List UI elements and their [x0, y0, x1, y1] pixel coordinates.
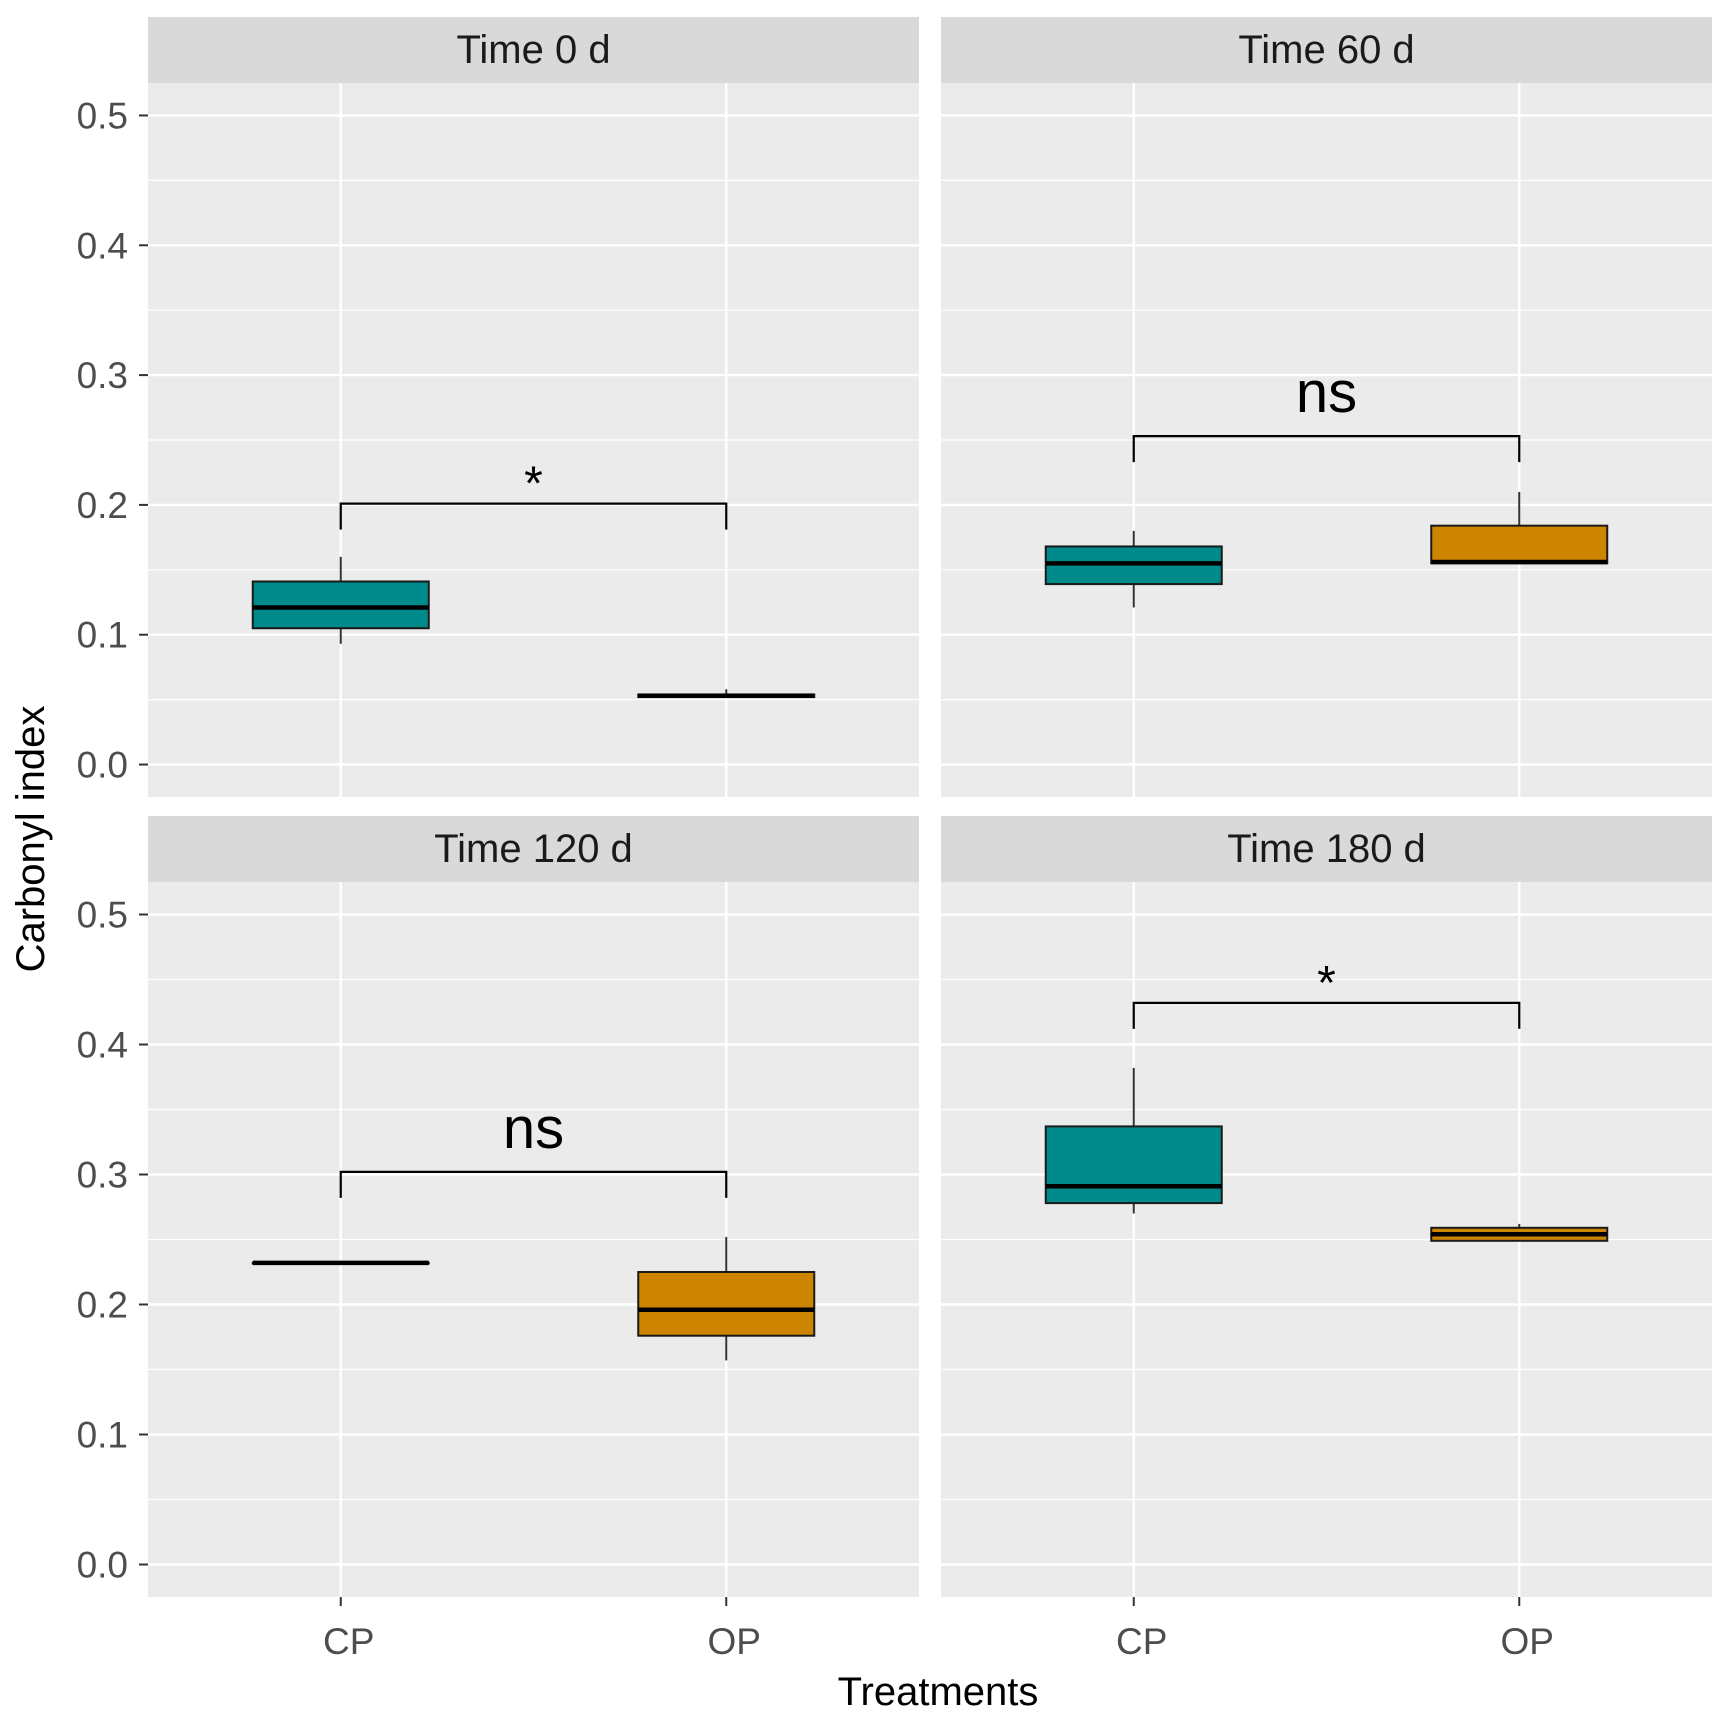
panel-strip	[148, 17, 919, 83]
y-tick-label: 0.0	[77, 1545, 128, 1586]
significance-label: *	[524, 458, 543, 511]
box-body	[1044, 1125, 1223, 1205]
box-op	[637, 1236, 816, 1361]
panel-3: Time 120 d 0.0 0.1 0.2 0.3 0.4 0.5 CP OP ns	[77, 816, 919, 1662]
significance-label: ns	[503, 1096, 564, 1161]
panel-strip	[941, 17, 1712, 83]
x-tick-label: CP	[323, 1621, 374, 1662]
x-tick-label: OP	[1501, 1621, 1554, 1662]
box-cp	[1044, 530, 1223, 608]
y-tick-label: 0.0	[77, 745, 128, 786]
panels: Time 0 d0.00.10.20.30.40.5*Time 60 dnsTi…	[77, 17, 1712, 1662]
box-cp	[251, 556, 430, 644]
y-tick-label: 0.2	[77, 485, 128, 526]
y-tick-label: 0.3	[77, 355, 128, 396]
box-body	[1430, 524, 1609, 565]
panel-strip	[148, 816, 919, 882]
y-tick-label: 0.4	[77, 225, 128, 266]
panel-1: Time 0 d 0.0 0.1 0.2 0.3 0.4 0.5 *	[77, 17, 919, 797]
box-op	[637, 689, 816, 699]
significance-bracket	[1132, 435, 1521, 463]
y-tick-label: 0.1	[77, 615, 128, 656]
x-tick-label: OP	[708, 1621, 761, 1662]
panel-title: Time 180 d	[1227, 827, 1426, 871]
significance-bracket	[1132, 1001, 1521, 1029]
panel-title: Time 60 d	[1238, 28, 1414, 72]
box-body	[637, 1271, 816, 1337]
significance-label: ns	[1296, 360, 1357, 425]
significance-bracket	[339, 1170, 728, 1198]
y-tick-label: 0.5	[77, 95, 128, 136]
panel-4: Time 180 d CP OP *	[941, 816, 1712, 1662]
box-body	[251, 580, 430, 630]
y-tick-label: 0.5	[77, 895, 128, 936]
panel-2: Time 60 d ns	[941, 17, 1712, 797]
y-tick-label: 0.4	[77, 1025, 128, 1066]
y-axis-title: Carbonyl index	[9, 706, 53, 973]
y-tick-label: 0.2	[77, 1285, 128, 1326]
panel-title: Time 120 d	[434, 827, 633, 871]
box-op	[1430, 491, 1609, 565]
significance-label: *	[1317, 957, 1336, 1010]
panel-strip	[941, 816, 1712, 882]
x-tick-label: CP	[1116, 1621, 1167, 1662]
box-op	[1430, 1223, 1609, 1242]
x-axis-title: Treatments	[838, 1670, 1039, 1714]
panel-title: Time 0 d	[456, 28, 610, 72]
box-cp	[251, 1260, 430, 1266]
y-tick-label: 0.1	[77, 1415, 128, 1456]
box-cp	[1044, 1067, 1223, 1214]
significance-bracket	[339, 502, 728, 530]
y-tick-label: 0.3	[77, 1155, 128, 1196]
